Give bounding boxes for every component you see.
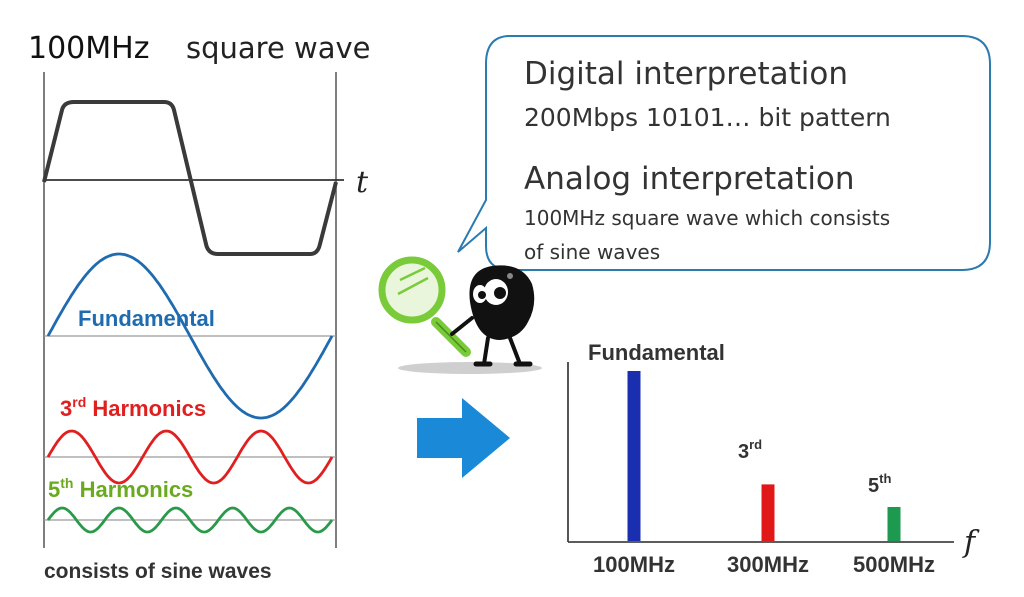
- analog-detail-line1: 100MHz square wave which consists: [524, 206, 890, 230]
- fifth-harmonic-num: 5: [48, 477, 60, 502]
- square-wave: [42, 100, 338, 256]
- third-harmonic-word: Harmonics: [86, 396, 206, 421]
- spectrum-bar-2: [761, 484, 775, 541]
- freq-axis-label: f: [962, 525, 980, 560]
- spectrum-tick-label-1: 100MHz: [593, 552, 675, 577]
- fifth-harmonic-sup: th: [60, 475, 73, 491]
- digital-title: Digital interpretation: [524, 56, 848, 92]
- fifth-harmonic-label: 5th Harmonics: [48, 475, 193, 502]
- spectrum-third-sup: rd: [749, 437, 762, 452]
- third-harmonic-label: 3rd Harmonics: [60, 394, 206, 421]
- third-harmonic-wave: [46, 429, 334, 485]
- spectrum-third-label: 3rd: [738, 437, 762, 463]
- fundamental-wave: [46, 252, 334, 420]
- spectrum-third-num: 3: [738, 441, 749, 463]
- freq-label: 100MHz: [28, 31, 149, 66]
- fundamental-label: Fundamental: [78, 306, 215, 331]
- spectrum-bar-3: [887, 507, 901, 541]
- wave-label: square wave: [186, 31, 371, 65]
- third-harmonic-sup: rd: [72, 394, 86, 410]
- spectrum-fifth-label: 5th: [868, 471, 891, 497]
- spectrum-tick-label-2: 300MHz: [727, 552, 809, 577]
- left-footer: consists of sine waves: [44, 560, 272, 583]
- analog-detail-line2: of sine waves: [524, 240, 660, 264]
- spectrum-fifth-num: 5: [868, 475, 879, 497]
- analog-title: Analog interpretation: [524, 161, 855, 197]
- spectrum-bar-1: [627, 371, 641, 541]
- spectrum-fundamental-label: Fundamental: [588, 340, 725, 365]
- spectrum-tick-labels: 100MHz 300MHz 500MHz: [593, 552, 935, 577]
- fifth-harmonic-word: Harmonics: [73, 477, 193, 502]
- spectrum-fifth-sup: th: [879, 471, 891, 486]
- digital-detail: 200Mbps 10101… bit pattern: [524, 103, 891, 132]
- right-arrow-icon: [417, 398, 510, 478]
- spectrum-bars: [627, 371, 901, 541]
- time-axis-label: t: [356, 165, 369, 200]
- spectrum-tick-label-3: 500MHz: [853, 552, 935, 577]
- third-harmonic-num: 3: [60, 396, 72, 421]
- fifth-harmonic-wave: [46, 506, 334, 534]
- magnifier-mascot-icon: [378, 256, 542, 374]
